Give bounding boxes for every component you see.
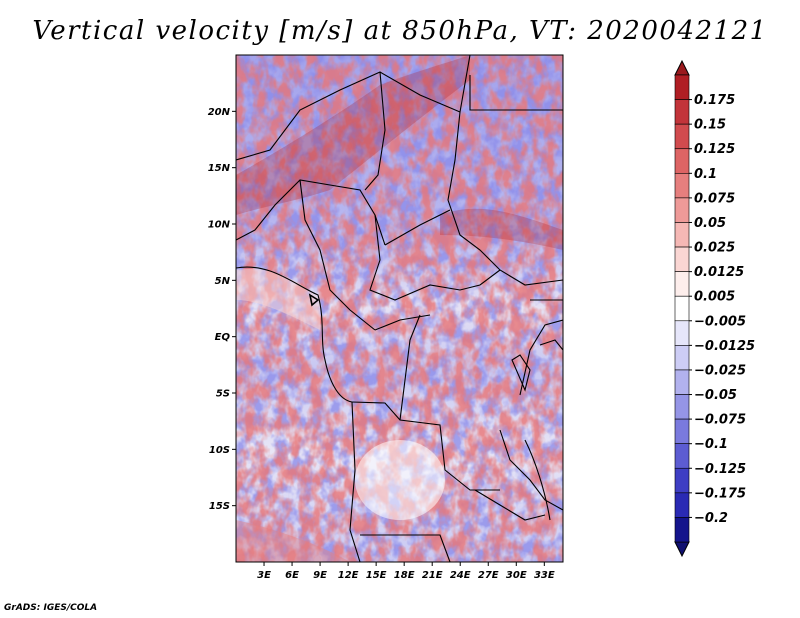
longitude-axis: 3E 6E 9E 12E 15E 18E 21E 24E 27E 30E 33E [257,562,555,581]
colorbar-label: 0.125 [694,142,735,157]
lon-label: 6E [285,570,299,581]
colorbar-swatch [674,246,690,272]
colorbar-swatch [674,123,690,150]
lat-label: EQ [215,332,231,343]
colorbar-label: 0.175 [694,93,735,108]
colorbar-label: −0.2 [694,511,728,526]
colorbar-swatch [674,197,690,223]
colorbar: 0.175 0.15 0.125 0.1 0.075 0.05 0.025 0.0125 0.0… [674,59,755,558]
lat-label: 20N [208,107,231,118]
colorbar-label: −0.125 [694,462,746,477]
lat-label: 10N [208,220,231,231]
colorbar-bottom-arrow [674,541,690,558]
colorbar-label: −0.175 [694,486,746,501]
colorbar-swatch [674,173,690,199]
lon-label: 24E [450,570,471,581]
lon-label: 3E [257,570,271,581]
velocity-field [236,55,563,562]
lat-label: 5S [216,389,230,400]
colorbar-swatch [674,492,690,518]
colorbar-label: 0.025 [694,241,735,256]
colorbar-swatch [674,467,690,494]
colorbar-label: 0.15 [694,118,726,133]
country-borders [236,55,563,562]
colorbar-swatch [674,99,690,125]
colorbar-swatch [674,222,690,248]
colorbar-swatch [674,369,690,395]
colorbar-swatch [674,320,690,346]
map-frame [235,54,564,563]
grads-credit: GrADS: IGES/COLA [4,603,98,613]
lat-label: 15S [209,501,230,512]
colorbar-label: 0.1 [694,167,717,182]
lat-label: 5N [215,276,231,287]
colorbar-swatch [674,345,690,371]
colorbar-label: −0.0125 [694,339,755,354]
chart-title: Vertical velocity [m/s] at 850hPa, VT: 2… [32,16,768,46]
colorbar-swatch [674,271,690,297]
colorbar-label: −0.05 [694,388,737,403]
lon-label: 33E [534,570,555,581]
colorbar-label: −0.025 [694,363,746,378]
colorbar-swatch [674,517,690,543]
colorbar-label: −0.1 [694,437,728,452]
colorbar-label: 0.005 [694,290,735,305]
colorbar-swatch [674,148,690,174]
colorbar-label: −0.075 [694,413,746,428]
colorbar-swatch [674,74,690,100]
colorbar-swatch [674,443,690,469]
lon-label: 30E [506,570,527,581]
latitude-axis: 20N 15N 10N 5N EQ 5S 10S 15S [208,107,236,512]
lat-label: 10S [209,445,230,456]
lat-label: 15N [208,163,231,174]
colorbar-label: 0.0125 [694,265,744,280]
colorbar-swatch [674,418,690,444]
lon-label: 27E [478,570,499,581]
colorbar-swatch [674,394,690,420]
lon-label: 9E [313,570,327,581]
colorbar-top-arrow [674,59,690,76]
colorbar-swatch [674,295,690,322]
colorbar-label: 0.075 [694,191,735,206]
colorbar-label: 0.05 [694,216,726,231]
lon-label: 21E [422,570,443,581]
lon-label: 15E [366,570,387,581]
lon-label: 12E [338,570,359,581]
lon-label: 18E [394,570,415,581]
colorbar-label: −0.005 [694,314,746,329]
